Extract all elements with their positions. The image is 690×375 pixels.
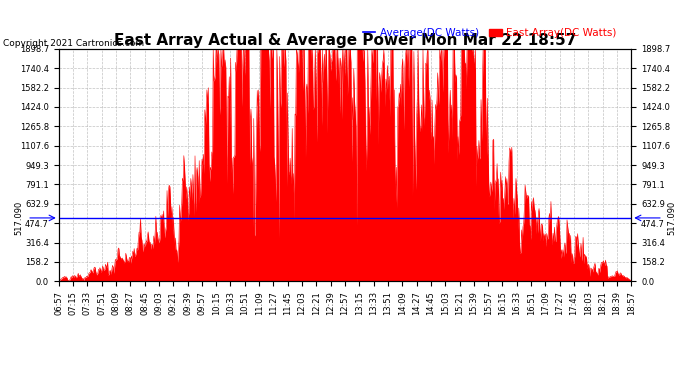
Legend: Average(DC Watts), East Array(DC Watts): Average(DC Watts), East Array(DC Watts) <box>359 24 620 42</box>
Text: 517.090: 517.090 <box>14 201 23 235</box>
Text: Copyright 2021 Cartronics.com: Copyright 2021 Cartronics.com <box>3 39 145 48</box>
Title: East Array Actual & Average Power Mon Mar 22 18:57: East Array Actual & Average Power Mon Ma… <box>114 33 576 48</box>
Text: 517.090: 517.090 <box>667 201 676 235</box>
